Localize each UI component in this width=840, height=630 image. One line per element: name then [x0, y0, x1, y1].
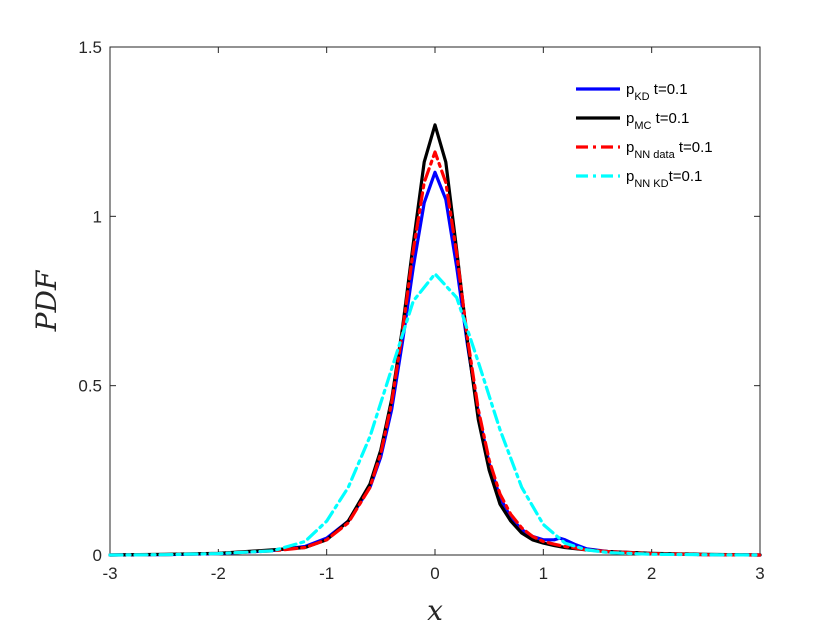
x-tick-label: -3: [102, 564, 117, 583]
plot-area: [109, 46, 761, 556]
x-axis-ticks: -3 -2 -1 0 1 2 3: [102, 47, 765, 583]
x-tick-label: -1: [319, 564, 334, 583]
legend-label-2: pNN data t=0.1: [626, 139, 713, 161]
series-line-2: [108, 150, 762, 557]
y-axis-ticks: 0 0.5 1 1.5: [78, 38, 760, 565]
legend-label-3: pNN KDt=0.1: [626, 168, 702, 190]
y-tick-label: 0: [93, 546, 102, 565]
y-tick-label: 1.5: [78, 38, 102, 57]
legend-label-1: pMC t=0.1: [626, 110, 689, 132]
y-tick-label: 1: [93, 207, 102, 226]
legend: pKD t=0.1 pMC t=0.1 pNN data t=0.1 pNN KDt=…: [576, 81, 713, 190]
y-axis-title: PDF: [30, 269, 63, 332]
y-tick-label: 0.5: [78, 377, 102, 396]
x-tick-label: 3: [755, 564, 764, 583]
x-tick-label: 2: [647, 564, 656, 583]
x-axis-title: x: [427, 594, 443, 627]
series-line-3: [108, 272, 762, 557]
x-tick-label: 1: [539, 564, 548, 583]
legend-label-0: pKD t=0.1: [626, 81, 688, 103]
series-lines: [108, 123, 762, 557]
x-tick-label: -2: [211, 564, 226, 583]
x-tick-label: 0: [430, 564, 439, 583]
